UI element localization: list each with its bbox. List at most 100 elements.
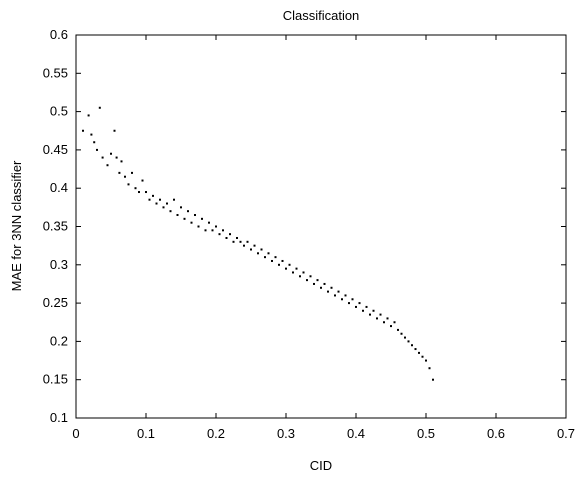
data-point <box>113 129 116 132</box>
x-tick-label: 0.1 <box>137 426 155 441</box>
x-tick-label: 0.2 <box>207 426 225 441</box>
data-point <box>141 179 144 182</box>
data-point <box>313 282 315 285</box>
data-point <box>362 309 364 312</box>
data-point <box>159 198 161 201</box>
data-point <box>274 256 277 259</box>
y-tick-label: 0.1 <box>50 410 68 425</box>
y-tick-label: 0.25 <box>43 295 68 310</box>
x-axis: 0 0.1 0.2 0.3 0.4 0.5 0.6 0.7 <box>72 35 575 441</box>
data-point <box>115 156 118 159</box>
data-point <box>145 191 147 194</box>
data-point <box>288 263 291 266</box>
y-tick-label: 0.3 <box>50 257 68 272</box>
data-point <box>155 202 158 205</box>
data-point <box>253 244 256 247</box>
data-point <box>187 210 189 213</box>
data-point <box>180 206 182 209</box>
data-point <box>236 236 238 239</box>
data-point <box>323 282 326 285</box>
data-point <box>278 263 280 266</box>
scatter-points <box>82 106 434 381</box>
data-point <box>306 279 308 282</box>
data-point <box>138 191 140 194</box>
data-point <box>369 313 371 316</box>
data-point <box>82 129 84 132</box>
data-point <box>232 240 235 243</box>
x-tick-label: 0 <box>72 426 79 441</box>
data-point <box>215 225 217 228</box>
plot-frame <box>75 34 567 419</box>
data-point <box>425 359 427 362</box>
data-point <box>390 325 392 328</box>
y-tick-label: 0.5 <box>50 104 68 119</box>
data-point <box>414 348 417 351</box>
data-point <box>397 328 399 331</box>
data-point <box>260 248 263 251</box>
data-point <box>127 183 130 186</box>
y-axis: 0.1 0.15 0.2 0.25 0.3 0.35 0.4 0.45 0.5 0.55 0.6 <box>43 27 566 425</box>
data-point <box>134 187 137 190</box>
data-point <box>257 252 259 255</box>
data-point <box>131 171 133 174</box>
data-point <box>376 317 378 320</box>
data-point <box>169 210 172 213</box>
data-point <box>239 240 242 243</box>
data-point <box>421 355 424 358</box>
data-point <box>271 259 273 262</box>
data-point <box>299 275 301 278</box>
data-point <box>383 321 385 324</box>
data-point <box>120 160 123 163</box>
data-point <box>411 344 413 347</box>
data-point <box>365 305 368 308</box>
data-point <box>341 298 343 301</box>
data-point <box>197 225 200 228</box>
data-point <box>222 229 224 232</box>
data-point <box>243 244 245 247</box>
data-point <box>348 302 350 305</box>
data-point <box>432 378 434 381</box>
data-point <box>166 202 168 205</box>
data-point <box>316 279 319 282</box>
x-tick-label: 0.3 <box>277 426 295 441</box>
data-point <box>101 156 104 159</box>
data-point <box>309 275 312 278</box>
data-point <box>211 229 214 232</box>
data-point <box>246 240 249 243</box>
data-point <box>337 290 340 293</box>
x-tick-label: 0.7 <box>557 426 575 441</box>
data-point <box>302 271 305 274</box>
data-point <box>110 152 112 155</box>
data-point <box>162 206 165 209</box>
y-tick-label: 0.55 <box>43 65 68 80</box>
data-point <box>428 367 431 370</box>
data-point <box>330 286 333 289</box>
x-tick-label: 0.4 <box>347 426 365 441</box>
data-point <box>93 141 96 144</box>
data-point <box>418 351 420 354</box>
data-point <box>218 233 221 236</box>
data-point <box>285 267 287 270</box>
y-tick-label: 0.6 <box>50 27 68 42</box>
data-point <box>351 298 354 301</box>
data-point <box>176 214 179 217</box>
data-point <box>152 194 154 197</box>
y-tick-label: 0.35 <box>43 219 68 234</box>
data-point <box>295 267 298 270</box>
data-point <box>250 248 252 251</box>
data-point <box>292 271 294 274</box>
data-point <box>90 133 93 136</box>
data-point <box>344 294 347 297</box>
data-point <box>379 313 382 316</box>
data-point <box>372 309 375 312</box>
data-point <box>327 290 329 293</box>
data-point <box>400 332 403 335</box>
data-point <box>225 236 228 239</box>
data-point <box>98 106 101 109</box>
y-tick-label: 0.4 <box>50 180 68 195</box>
chart-title: Classification <box>283 8 360 23</box>
data-point <box>404 336 406 339</box>
data-point <box>320 286 322 289</box>
data-point <box>204 229 207 232</box>
